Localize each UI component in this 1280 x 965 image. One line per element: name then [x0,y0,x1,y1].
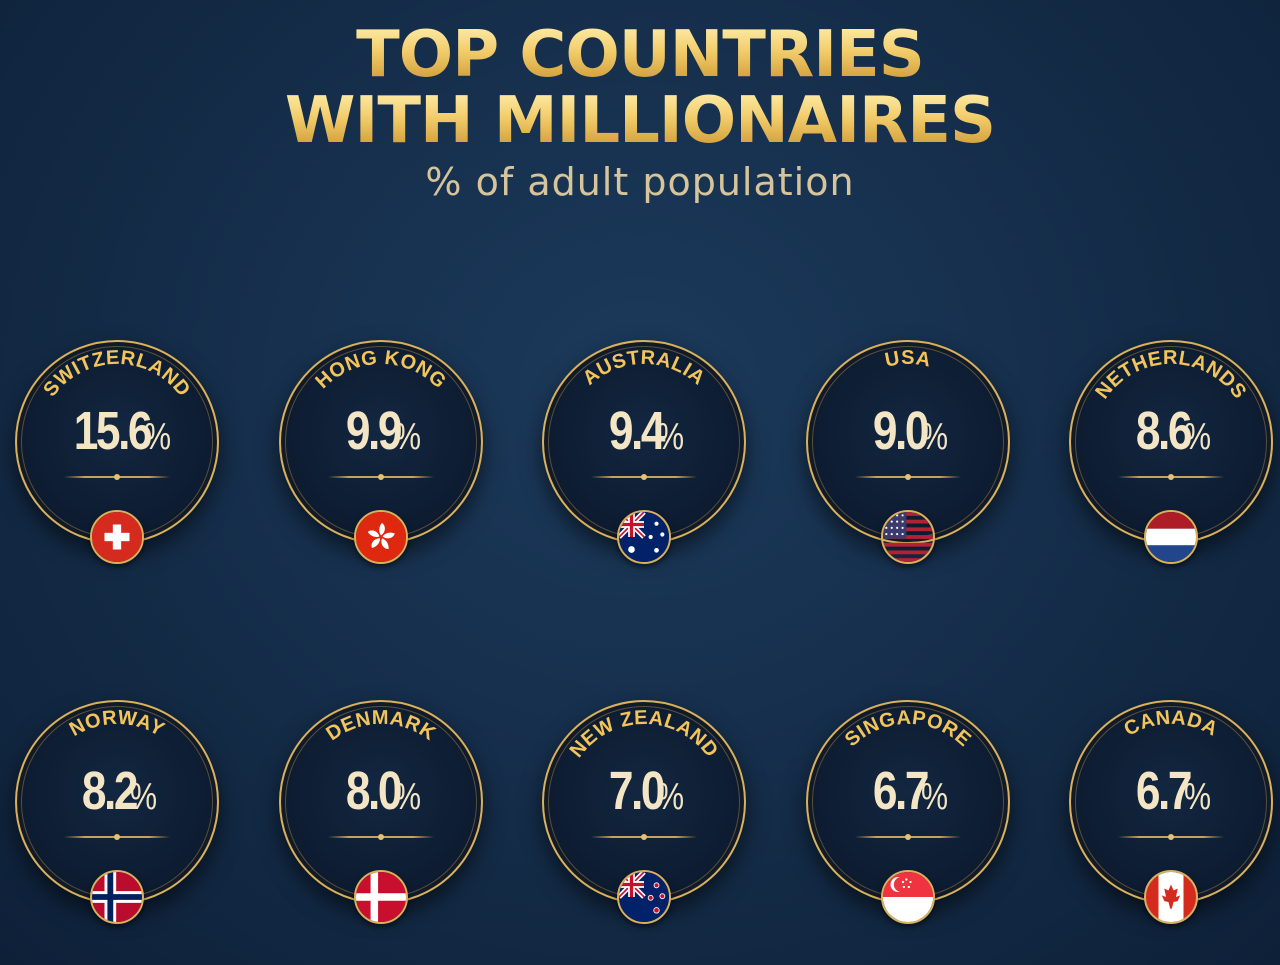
gold-divider [64,474,170,480]
new-zealand-flag-icon [617,870,671,924]
country-name-arc: SWITZERLAND [39,347,194,401]
value-number: 6.7 [872,761,930,821]
usa-flag-icon [881,510,935,564]
denmark-flag-icon [354,870,408,924]
value-unit: % [1184,416,1212,458]
country-badge: USA 9.0% [806,340,1010,564]
gold-divider [328,474,434,480]
value-number: 9.0 [872,401,930,461]
value-unit: % [921,776,949,818]
country-name: NEW ZEALAND [566,707,723,762]
country-name-arc: NETHERLANDS [1091,347,1250,403]
country-name-arc: HONG KONG [311,347,450,393]
value-number: 9.9 [345,401,403,461]
hong-kong-flag-icon [354,510,408,564]
country-value: 9.4% [544,400,744,462]
country-name: SINGAPORE [841,707,975,751]
australia-flag-icon [617,510,671,564]
canada-flag-icon [1144,870,1198,924]
value-number: 15.6 [73,401,152,461]
country-value: 15.6% [17,400,217,462]
value-number: 8.2 [81,761,139,821]
country-badge: SWITZERLAND 15.6% [15,340,219,564]
country-value: 9.0% [808,400,1008,462]
country-value: 9.9% [281,400,481,462]
value-unit: % [394,416,422,458]
value-number: 8.0 [345,761,403,821]
subtitle: % of adult population [425,160,855,204]
country-name-arc: NEW ZEALAND [566,707,723,762]
value-number: 7.0 [608,761,666,821]
value-number: 9.4 [608,401,666,461]
country-badge: AUSTRALIA 9.4% [542,340,746,564]
country-value: 8.6% [1071,400,1271,462]
singapore-flag-icon [881,870,935,924]
value-unit: % [657,776,685,818]
value-number: 6.7 [1135,761,1193,821]
country-value: 8.2% [17,760,217,822]
value-unit: % [1184,776,1212,818]
country-name-arc: SINGAPORE [841,707,975,751]
country-badge: NETHERLANDS 8.6% [1069,340,1273,564]
country-value: 6.7% [808,760,1008,822]
gold-divider [64,834,170,840]
gold-divider [591,834,697,840]
country-badge: SINGAPORE 6.7% [806,700,1010,924]
title-line-1: TOP COUNTRIES [0,22,1280,88]
value-number: 8.6 [1135,401,1193,461]
country-name-arc: DENMARK [322,707,439,745]
gold-divider [1118,474,1224,480]
country-name-arc: AUSTRALIA [579,347,709,390]
norway-flag-icon [90,870,144,924]
country-name: USA [883,347,933,372]
value-unit: % [143,416,171,458]
country-name-arc: USA [883,347,933,372]
country-name: SWITZERLAND [39,347,194,401]
gold-divider [855,834,961,840]
country-name: NETHERLANDS [1091,347,1250,403]
country-name: NORWAY [66,707,168,741]
gold-divider [328,834,434,840]
country-name-arc: NORWAY [66,707,168,741]
country-name-arc: CANADA [1121,707,1222,741]
value-unit: % [130,776,158,818]
country-value: 6.7% [1071,760,1271,822]
switzerland-flag-icon [90,510,144,564]
gold-divider [855,474,961,480]
country-name: HONG KONG [311,347,450,393]
country-badge: DENMARK 8.0% [279,700,483,924]
country-badge: HONG KONG 9.9% [279,340,483,564]
country-badge: NEW ZEALAND 7.0% [542,700,746,924]
netherlands-flag-icon [1144,510,1198,564]
value-unit: % [657,416,685,458]
country-name: CANADA [1121,707,1222,741]
country-value: 8.0% [281,760,481,822]
country-value: 7.0% [544,760,744,822]
gold-divider [1118,834,1224,840]
value-unit: % [921,416,949,458]
title-line-2: WITH MILLIONAIRES [0,88,1280,154]
country-badge: NORWAY 8.2% [15,700,219,924]
gold-divider [591,474,697,480]
value-unit: % [394,776,422,818]
country-badge: CANADA 6.7% [1069,700,1273,924]
country-name: DENMARK [322,707,439,745]
country-name: AUSTRALIA [579,347,709,390]
